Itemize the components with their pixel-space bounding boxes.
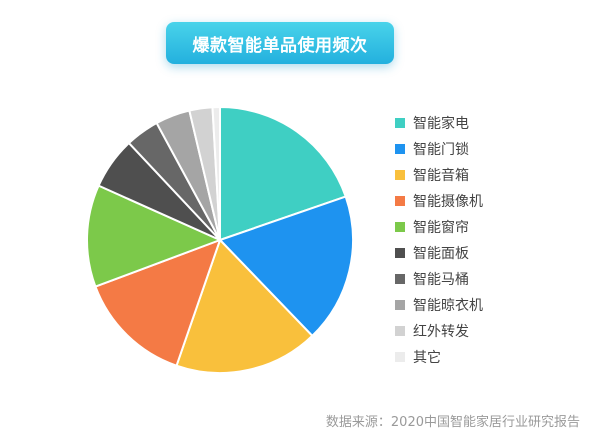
pie-slice-4 — [94, 239, 221, 367]
legend-item: 智能音箱 — [395, 162, 483, 188]
legend-item: 智能晾衣机 — [395, 292, 483, 318]
pie-slice-10 — [211, 106, 221, 241]
legend-swatch — [395, 248, 405, 258]
legend-item: 智能窗帘 — [395, 214, 483, 240]
legend-swatch — [395, 196, 405, 206]
legend-item: 红外转发 — [395, 318, 483, 344]
legend-swatch — [395, 352, 405, 362]
legend-label: 智能晾衣机 — [413, 298, 483, 314]
legend-label: 智能窗帘 — [413, 220, 469, 236]
legend-swatch — [395, 144, 405, 154]
chart-title: 爆款智能单品使用频次 — [166, 22, 394, 64]
legend-item: 智能家电 — [395, 110, 483, 136]
pie-slice-2 — [219, 195, 354, 337]
legend-label: 红外转发 — [413, 324, 469, 340]
legend-swatch — [395, 170, 405, 180]
legend-label: 智能音箱 — [413, 168, 469, 184]
legend-label: 智能摄像机 — [413, 194, 483, 210]
legend-item: 智能面板 — [395, 240, 483, 266]
legend-item: 智能摄像机 — [395, 188, 483, 214]
legend-swatch — [395, 326, 405, 336]
legend-swatch — [395, 300, 405, 310]
pie-slice-3 — [175, 239, 314, 374]
legend-label: 智能家电 — [413, 116, 469, 132]
legend-label: 其它 — [413, 350, 441, 366]
chart-legend: 智能家电智能门锁智能音箱智能摄像机智能窗帘智能面板智能马桶智能晾衣机红外转发其它 — [395, 110, 483, 370]
legend-swatch — [395, 118, 405, 128]
legend-swatch — [395, 274, 405, 284]
legend-label: 智能马桶 — [413, 272, 469, 288]
legend-swatch — [395, 222, 405, 232]
legend-label: 智能门锁 — [413, 142, 469, 158]
legend-item: 智能马桶 — [395, 266, 483, 292]
pie-slice-5 — [86, 184, 221, 288]
legend-item: 智能门锁 — [395, 136, 483, 162]
legend-item: 其它 — [395, 344, 483, 370]
legend-label: 智能面板 — [413, 246, 469, 262]
data-source-note: 数据来源：2020中国智能家居行业研究报告 — [325, 415, 580, 430]
